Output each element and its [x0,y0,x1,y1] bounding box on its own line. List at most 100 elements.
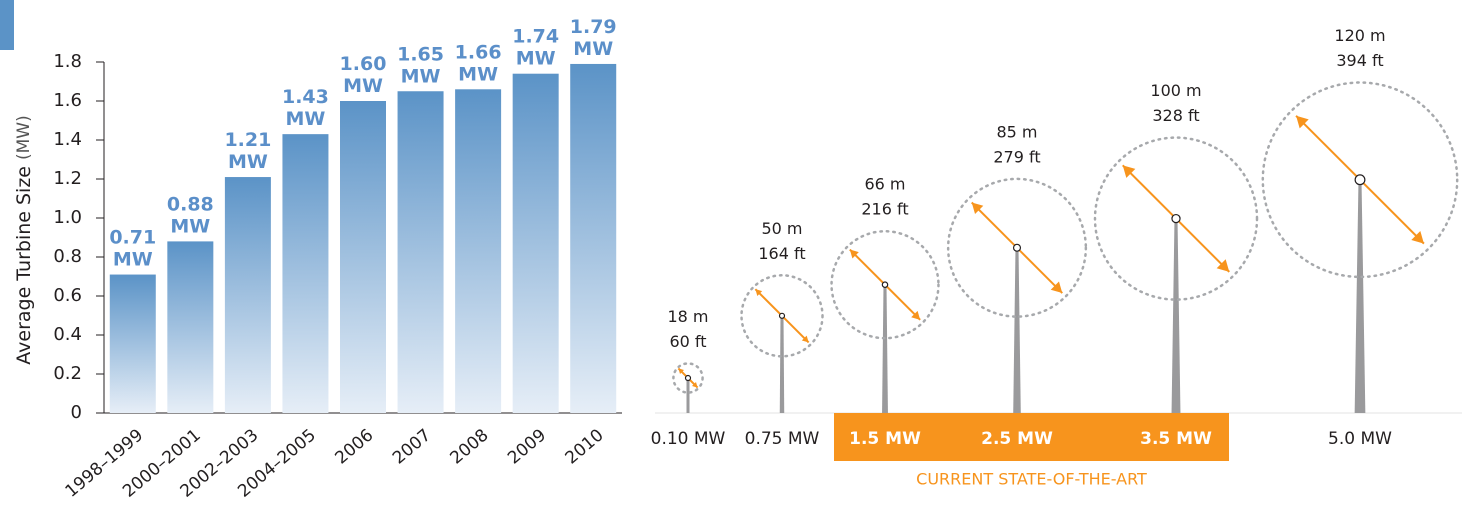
arrow-head [1296,115,1309,129]
y-tick-label: 1.2 [53,168,82,189]
value-label: 1.65 MW [397,43,444,87]
value-label-line: MW [573,37,613,59]
y-tick-label: 0.6 [53,285,82,306]
bar [167,241,214,413]
value-label-line: MW [401,65,441,87]
y-tick-label: 0 [71,402,82,423]
tower [1171,218,1181,413]
bar [109,274,156,413]
rotor-circle [740,274,824,358]
bar [397,91,444,413]
rotor-circle [946,177,1088,318]
y-tick-label: 1.4 [53,129,82,150]
hub [1354,174,1366,186]
value-label-line: 0.71 [109,226,156,248]
bar [224,177,271,413]
value-label-line: MW [286,108,326,130]
bar [282,134,329,413]
bar [340,101,386,413]
y-label-unit: (MW) [14,115,34,160]
y-tick-label: 1.6 [53,90,82,111]
value-label-line: 1.43 [282,86,329,108]
arrow-head [849,249,859,259]
corner-tab [0,0,14,50]
value-label: 1.60 MW [340,53,387,97]
diameter-m: 120 m [1334,26,1385,45]
tower [686,378,690,413]
x-tick-label: 2009 [504,425,550,468]
hub [1012,243,1022,252]
value-label-line: 1.65 [397,43,444,65]
arrow-head [801,335,809,343]
diameter-ft: 164 ft [758,244,805,263]
bar [512,73,559,413]
bar [455,89,502,414]
value-label-line: 1.66 [455,41,502,63]
rating-label: 2.5 MW [981,429,1053,449]
arrow-head [755,289,763,296]
value-label-line: MW [113,248,153,270]
arrow-head [911,310,921,320]
value-label: 1.43 MW [282,86,329,130]
diameter-ft: 394 ft [1336,51,1383,70]
value-label: 1.66 MW [455,41,502,85]
hub [881,281,889,288]
rating-label: 1.5 MW [849,429,921,449]
arrow-head [1050,281,1063,294]
value-label-line: MW [170,215,210,237]
y-tick-label: 0.2 [53,363,82,384]
tower [1013,247,1021,413]
diameter-m: 100 m [1150,81,1201,100]
value-label-line: MW [458,63,498,85]
y-tick-label: 1.8 [53,51,82,72]
diameter-ft: 279 ft [993,147,1040,166]
value-label-line: MW [228,151,268,173]
rotor-circle [1261,81,1459,279]
value-label: 0.71 MW [109,226,156,270]
value-label-line: 1.74 [512,25,559,47]
diameter-m: 50 m [761,219,802,238]
tower [882,284,888,413]
value-label-line: 1.60 [340,53,387,75]
tower [779,315,785,413]
arrow-head [691,381,698,388]
arrow-head [971,202,984,215]
value-label: 1.74 MW [512,25,559,69]
rotor-circle [830,229,940,340]
value-label-line: 0.88 [167,193,214,215]
hub [778,312,786,319]
diameter-m: 18 m [667,307,708,326]
diameter-m: 66 m [864,175,905,194]
diameter-ft: 216 ft [861,200,908,219]
value-label-line: 1.79 [570,15,617,37]
rating-label: 0.75 MW [745,429,820,449]
rating-label: 0.10 MW [651,429,726,449]
x-tick-label: 2007 [389,425,435,468]
rating-label: 5.0 MW [1328,429,1392,449]
bar [570,63,617,413]
value-label-line: 1.21 [224,129,271,151]
y-label-main: Average Turbine Size [13,166,35,365]
value-label: 0.88 MW [167,193,214,237]
x-tick-label: 2006 [331,425,377,468]
hub [684,374,692,382]
value-label: 1.21 MW [224,129,271,173]
diameter-m: 85 m [996,122,1037,141]
value-label-line: MW [343,75,383,97]
highlight-label: CURRENT STATE-OF-THE-ART [916,470,1147,489]
value-label: 1.79 MW [570,15,617,59]
hub [1171,213,1181,224]
y-tick-label: 1.0 [53,207,82,228]
y-axis-label: Average Turbine Size (MW) [13,115,35,365]
arrow-head [1216,259,1230,272]
rating-label: 3.5 MW [1140,429,1212,449]
arrow-head [678,368,685,375]
arrow-head [1122,165,1136,178]
value-label-line: MW [516,47,556,69]
y-tick-label: 0.8 [53,246,82,267]
rotor-circle [672,362,704,394]
diameter-ft: 328 ft [1152,106,1199,125]
rotor-circle [1093,136,1259,301]
tower [1354,179,1366,413]
